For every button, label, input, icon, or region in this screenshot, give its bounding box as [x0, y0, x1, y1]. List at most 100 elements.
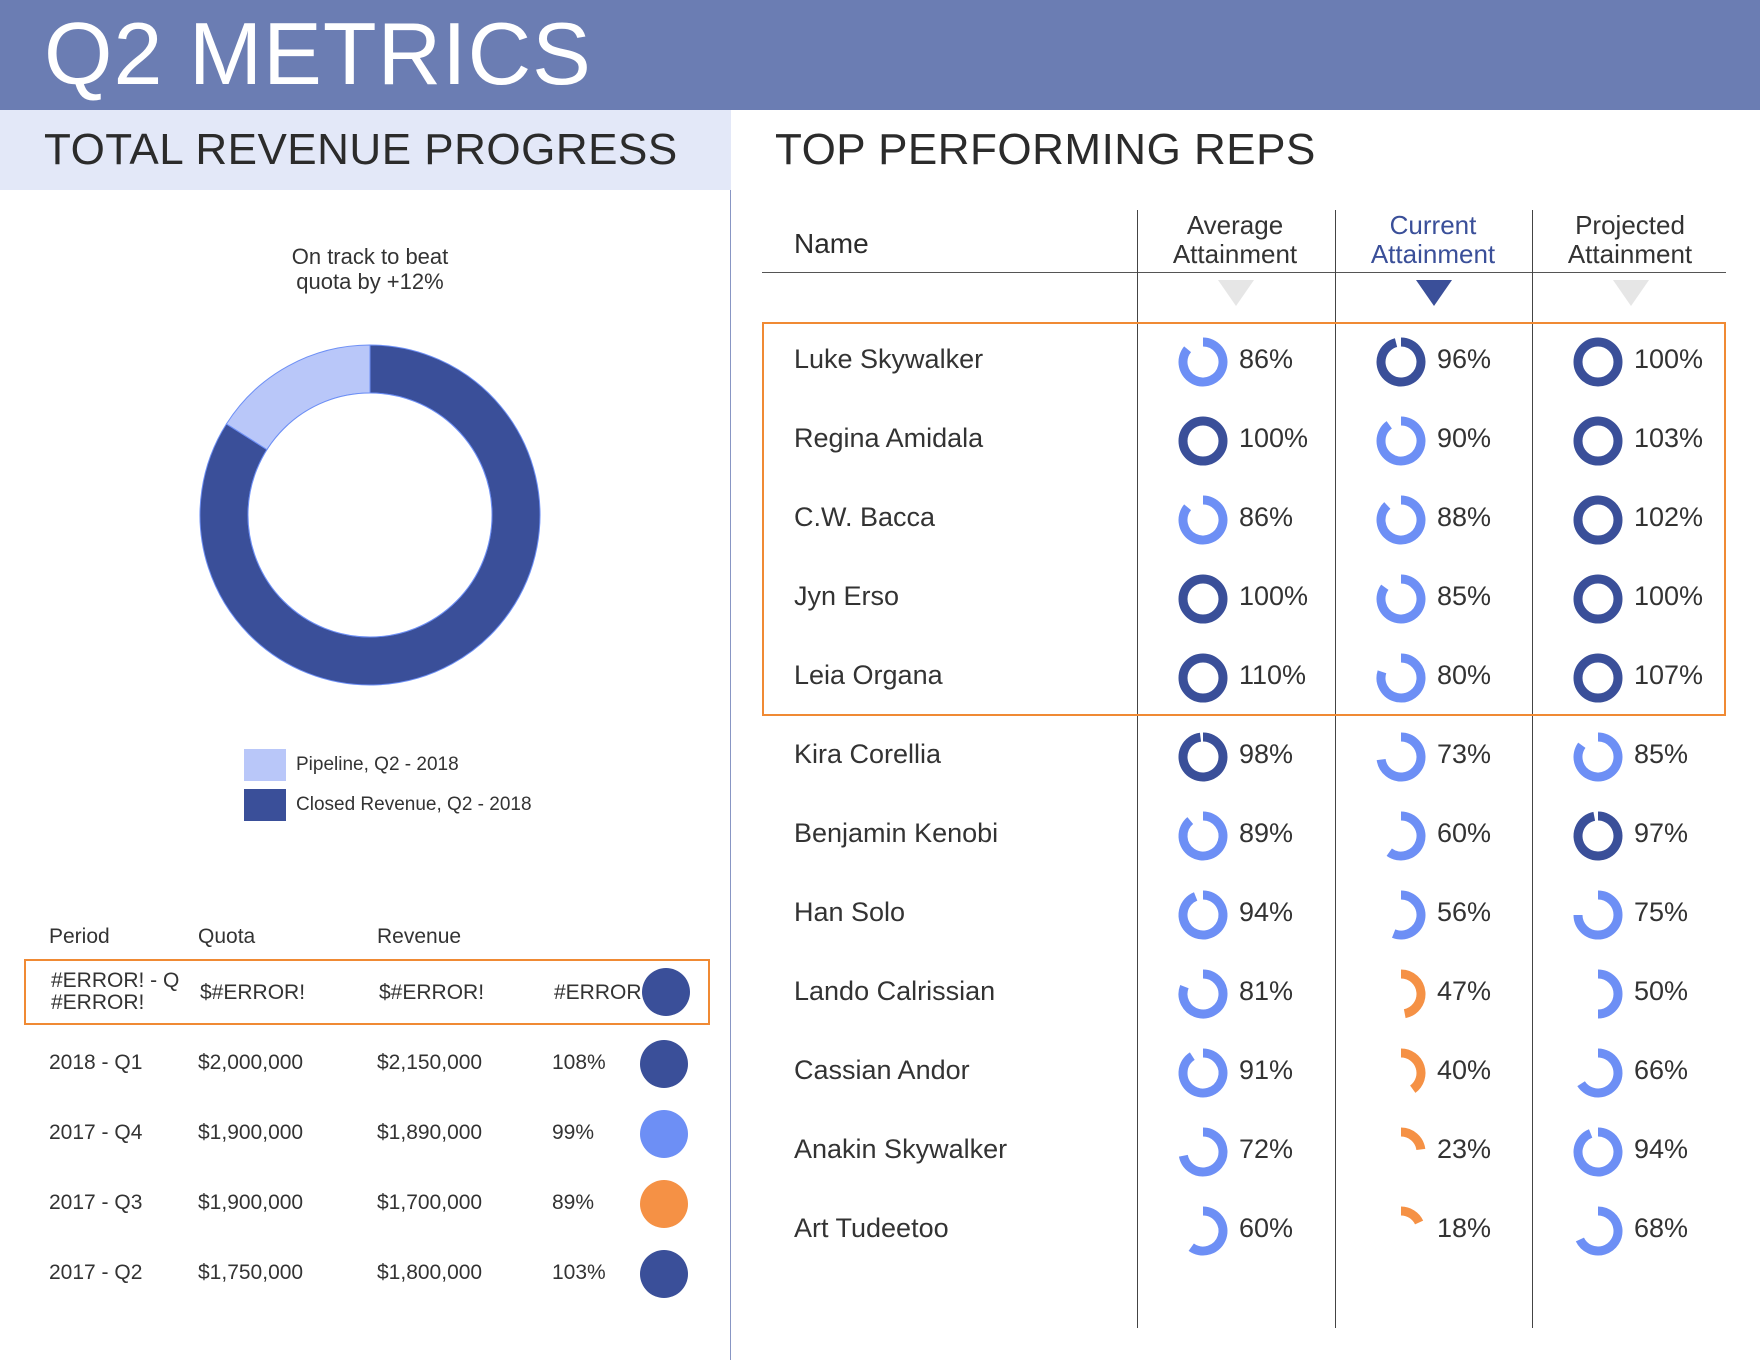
- rep-row[interactable]: Cassian Andor 91% 40% 66%: [762, 1033, 1726, 1112]
- sort-average-icon[interactable]: [1218, 280, 1254, 306]
- attainment-value: 73%: [1437, 739, 1492, 769]
- attainment-value: 94%: [1239, 897, 1294, 927]
- attainment-value: 85%: [1634, 739, 1689, 769]
- proj-attainment-cell: 85%: [1532, 727, 1728, 785]
- avg-attainment-cell: 60%: [1137, 1201, 1333, 1259]
- avg-attainment-cell: 72%: [1137, 1122, 1333, 1180]
- attainment-ring-icon: [1178, 1127, 1228, 1177]
- cur-attainment-cell: 88%: [1335, 490, 1531, 548]
- avg-attainment-cell: 100%: [1137, 569, 1333, 627]
- period-row[interactable]: 2017 - Q3 $1,900,000 $1,700,000 89%: [24, 1169, 710, 1239]
- attainment-ring-arc: [1573, 574, 1623, 624]
- attainment-ring-arc: [1573, 495, 1623, 545]
- attainment-ring-arc: [1577, 1048, 1623, 1098]
- period-row[interactable]: #ERROR! - Q #ERROR! $#ERROR! $#ERROR! #ERRO…: [24, 959, 710, 1025]
- revenue-donut-chart: [199, 344, 541, 686]
- period-cell: 2018 - Q1: [49, 1051, 143, 1074]
- attainment-ring-icon: [1391, 890, 1426, 940]
- period-row[interactable]: 2017 - Q2 $1,750,000 $1,800,000 103%: [24, 1239, 710, 1309]
- sort-projected-icon[interactable]: [1613, 280, 1649, 306]
- pct-cell: 89%: [552, 1191, 595, 1214]
- proj-attainment-cell: 75%: [1532, 885, 1728, 943]
- attainment-value: 91%: [1239, 1055, 1294, 1085]
- left-section-header: [0, 110, 731, 190]
- avg-attainment-cell: 98%: [1137, 727, 1333, 785]
- rep-row[interactable]: Kira Corellia 98% 73% 85%: [762, 717, 1726, 796]
- attainment-ring-arc: [1386, 811, 1426, 861]
- rep-row[interactable]: Lando Calrissian 81% 47% 50%: [762, 954, 1726, 1033]
- attainment-value: 102%: [1634, 502, 1704, 532]
- current-attainment-header[interactable]: Current Attainment: [1370, 210, 1496, 269]
- status-dot: [640, 1040, 688, 1088]
- attainment-ring-arc: [1597, 969, 1623, 1019]
- rep-row[interactable]: Han Solo 94% 56% 75%: [762, 875, 1726, 954]
- rep-row[interactable]: Art Tudeetoo 60% 18% 68%: [762, 1191, 1726, 1270]
- rep-row[interactable]: Jyn Erso 100% 85% 100%: [762, 559, 1726, 638]
- rep-row[interactable]: Regina Amidala 100% 90% 103%: [762, 401, 1726, 480]
- attainment-ring-arc: [1178, 1048, 1228, 1098]
- period-row[interactable]: 2017 - Q4 $1,900,000 $1,890,000 99%: [24, 1099, 710, 1169]
- avg-attainment-cell: 100%: [1137, 411, 1333, 469]
- proj-attainment-cell: 107%: [1532, 648, 1728, 706]
- proj-attainment-cell: 50%: [1532, 964, 1728, 1022]
- attainment-ring-icon: [1400, 1206, 1424, 1225]
- attainment-ring-arc: [1178, 495, 1228, 545]
- attainment-ring-arc: [1178, 574, 1228, 624]
- attainment-ring-icon: [1376, 495, 1426, 545]
- projected-attainment-header[interactable]: Projected Attainment: [1567, 210, 1693, 269]
- attainment-value: 90%: [1437, 423, 1492, 453]
- attainment-value: 86%: [1239, 502, 1294, 532]
- attainment-ring-arc: [1573, 337, 1623, 387]
- period-cell: 2017 - Q3: [49, 1191, 143, 1214]
- rep-row[interactable]: C.W. Bacca 86% 88% 102%: [762, 480, 1726, 559]
- cur-attainment-cell: 47%: [1335, 964, 1531, 1022]
- attainment-ring-icon: [1573, 574, 1623, 624]
- attainment-ring-icon: [1573, 811, 1623, 861]
- attainment-ring-icon: [1577, 1048, 1623, 1098]
- attainment-ring-arc: [1376, 416, 1426, 466]
- rep-row[interactable]: Benjamin Kenobi 89% 60% 97%: [762, 796, 1726, 875]
- legend-item: Closed Revenue, Q2 - 2018: [244, 788, 532, 822]
- rep-name: Lando Calrissian: [794, 976, 996, 1006]
- attainment-value: 66%: [1634, 1055, 1689, 1085]
- legend-swatch: [244, 789, 286, 821]
- legend-label: Closed Revenue, Q2 - 2018: [296, 794, 532, 815]
- rep-row[interactable]: Luke Skywalker 86% 96% 100%: [762, 322, 1726, 401]
- legend-label: Pipeline, Q2 - 2018: [296, 754, 459, 775]
- quota-cell: $1,900,000: [198, 1121, 304, 1144]
- quota-cell: $1,900,000: [198, 1191, 304, 1214]
- status-dot: [640, 1250, 688, 1298]
- avg-attainment-cell: 89%: [1137, 806, 1333, 864]
- pct-cell: #ERROR!: [554, 981, 648, 1004]
- sort-current-icon[interactable]: [1416, 280, 1452, 306]
- average-attainment-header[interactable]: Average Attainment: [1172, 210, 1298, 269]
- column-divider: [1137, 210, 1138, 1328]
- period-cell: #ERROR! - Q #ERROR!: [51, 969, 180, 1014]
- quota-column-header: Quota: [198, 925, 256, 948]
- rep-row[interactable]: Anakin Skywalker 72% 23% 94%: [762, 1112, 1726, 1191]
- revenue-cell: $1,700,000: [377, 1191, 483, 1214]
- attainment-value: 100%: [1239, 581, 1309, 611]
- rep-name: Art Tudeetoo: [794, 1213, 949, 1243]
- attainment-ring-arc: [1400, 1127, 1426, 1151]
- rep-name: Kira Corellia: [794, 739, 942, 769]
- attainment-ring-arc: [1400, 1206, 1424, 1225]
- pct-cell: 103%: [552, 1261, 606, 1284]
- attainment-value: 94%: [1634, 1134, 1689, 1164]
- attainment-ring-arc: [1573, 811, 1623, 861]
- attainment-ring-icon: [1597, 969, 1623, 1019]
- attainment-ring-icon: [1178, 337, 1228, 387]
- period-row[interactable]: 2018 - Q1 $2,000,000 $2,150,000 108%: [24, 1029, 710, 1099]
- donut-caption: On track to beat quota by +12%: [291, 244, 449, 294]
- attainment-ring-icon: [1178, 890, 1228, 940]
- revenue-column-header: Revenue: [377, 925, 462, 948]
- attainment-ring-arc: [1178, 653, 1228, 703]
- name-column-header[interactable]: Name: [794, 228, 869, 259]
- legend-swatch: [244, 749, 286, 781]
- attainment-ring-icon: [1178, 732, 1228, 782]
- attainment-ring-arc: [1376, 653, 1426, 703]
- attainment-ring-arc: [1188, 1206, 1228, 1256]
- quota-cell: $2,000,000: [198, 1051, 304, 1074]
- attainment-value: 23%: [1437, 1134, 1492, 1164]
- rep-row[interactable]: Leia Organa 110% 80% 107%: [762, 638, 1726, 717]
